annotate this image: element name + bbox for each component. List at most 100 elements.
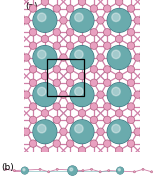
Circle shape [16,103,23,110]
Circle shape [38,87,46,96]
Circle shape [103,103,111,110]
Circle shape [78,109,86,117]
Circle shape [23,169,25,171]
Circle shape [16,140,23,147]
Circle shape [134,17,141,24]
Circle shape [90,116,98,124]
Circle shape [107,46,131,69]
Circle shape [90,79,98,86]
Circle shape [78,0,86,5]
Circle shape [78,72,86,80]
Circle shape [53,42,61,49]
Circle shape [71,46,93,69]
Circle shape [71,121,93,143]
Circle shape [103,116,111,124]
Circle shape [29,79,37,86]
Bar [47,59,84,96]
Circle shape [38,13,46,22]
Circle shape [108,84,130,106]
Circle shape [127,66,135,73]
Circle shape [53,140,61,147]
Circle shape [141,29,148,36]
Circle shape [75,50,83,59]
Circle shape [16,116,23,124]
Circle shape [23,17,30,24]
Text: (b): (b) [2,163,14,171]
Circle shape [16,153,23,161]
Circle shape [41,72,49,80]
Circle shape [91,168,93,170]
Circle shape [66,153,74,161]
Circle shape [127,116,135,124]
Circle shape [71,84,93,106]
Circle shape [34,46,56,69]
Circle shape [29,103,37,110]
Circle shape [41,147,49,154]
Circle shape [82,170,84,172]
Circle shape [23,54,30,61]
Circle shape [112,50,120,59]
Circle shape [127,79,135,86]
Circle shape [78,147,86,154]
Circle shape [117,167,123,174]
Circle shape [108,121,130,143]
Circle shape [53,66,61,73]
Circle shape [60,54,67,61]
Circle shape [127,42,135,49]
Circle shape [141,66,148,73]
Circle shape [127,140,135,147]
Circle shape [103,79,111,86]
Circle shape [53,79,61,86]
Circle shape [53,153,61,161]
Circle shape [16,79,23,86]
Circle shape [39,168,41,170]
Circle shape [68,166,77,175]
Circle shape [66,79,74,86]
Circle shape [99,171,101,173]
Circle shape [134,91,141,98]
Circle shape [66,116,74,124]
Circle shape [107,9,131,32]
Circle shape [75,87,83,96]
Circle shape [29,140,37,147]
Circle shape [38,124,46,133]
Circle shape [118,169,120,171]
Circle shape [70,83,94,106]
Circle shape [103,140,111,147]
Circle shape [16,66,23,73]
Circle shape [23,128,30,136]
Circle shape [97,91,104,98]
Circle shape [29,5,37,12]
Circle shape [53,116,61,124]
Circle shape [68,166,77,175]
Circle shape [34,9,56,32]
Circle shape [127,153,135,161]
Circle shape [33,83,57,106]
Circle shape [90,140,98,147]
Circle shape [90,42,98,49]
Circle shape [70,120,94,143]
Circle shape [97,128,104,136]
Circle shape [21,167,28,174]
Circle shape [141,116,148,124]
Circle shape [134,54,141,61]
Circle shape [97,54,104,61]
Circle shape [66,140,74,147]
Circle shape [97,17,104,24]
Circle shape [103,5,111,12]
Circle shape [112,13,120,22]
Circle shape [70,46,94,69]
Circle shape [34,84,56,106]
Circle shape [48,171,50,173]
Circle shape [41,109,49,117]
Circle shape [141,79,148,86]
Circle shape [41,35,49,43]
Circle shape [71,9,93,32]
Circle shape [115,147,123,154]
Circle shape [66,42,74,49]
Circle shape [16,29,23,36]
Circle shape [16,5,23,12]
Circle shape [66,5,74,12]
Circle shape [90,66,98,73]
Circle shape [134,128,141,136]
